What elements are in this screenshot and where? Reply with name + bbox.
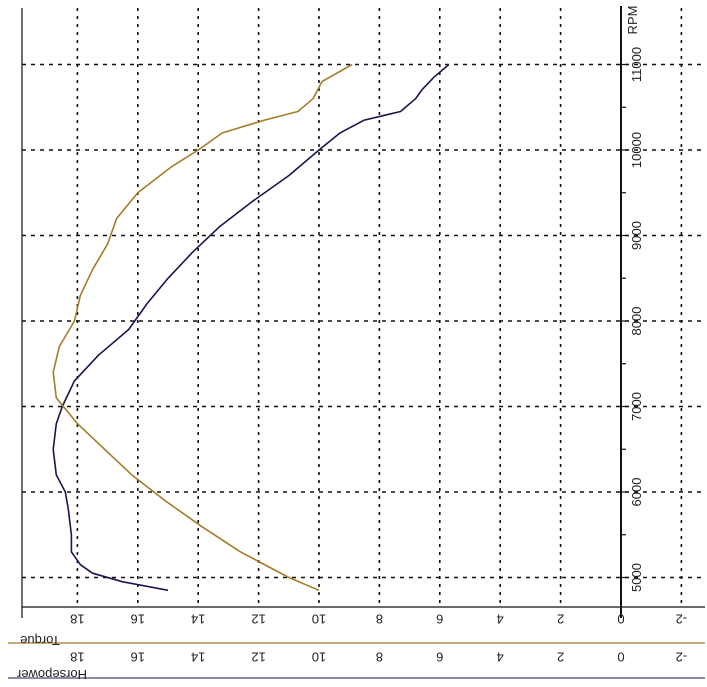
series-layer — [52, 63, 450, 592]
torque-tick-label: -2 — [676, 612, 688, 627]
rpm-tick-label-11000: 11000 — [629, 47, 644, 82]
horsepower-tick-label: 6 — [436, 650, 443, 665]
torque-tick-label: 6 — [436, 612, 443, 627]
rpm-tick-label-5000: 5000 — [629, 563, 644, 592]
y-axis-label-horsepower: Horsepower — [16, 667, 87, 682]
horsepower-tick-label: 10 — [312, 650, 326, 665]
torque-tick-label: 18 — [70, 612, 84, 627]
horsepower-tick-label: 14 — [191, 650, 205, 665]
rpm-tick-label-8000: 8000 — [629, 307, 644, 336]
horsepower-tick-label: 8 — [376, 650, 383, 665]
y-axis-label-torque: Torque — [20, 633, 60, 648]
axes — [8, 6, 705, 679]
rpm-tick-label-9000: 9000 — [629, 221, 644, 250]
x-axis-label-rpm: RPM — [625, 6, 640, 35]
grid-lines — [22, 8, 705, 607]
rpm-tick-label-10000: 10000 — [629, 132, 644, 168]
torque-tick-label: 10 — [312, 612, 326, 627]
tick-labels: 5000 6000 7000 8000 9000 10000 11000 18 16 14 12 10… — [70, 47, 687, 665]
horsepower-tick-label: 0 — [617, 650, 624, 665]
torque-tick-label: 4 — [497, 612, 504, 627]
torque-tick-label: 14 — [191, 612, 205, 627]
horsepower-tick-label: 18 — [70, 650, 84, 665]
torque-tick-label: 12 — [251, 612, 265, 627]
horsepower-tick-label: 4 — [497, 650, 504, 665]
horsepower-tick-label: 12 — [251, 650, 265, 665]
torque-tick-label: 8 — [376, 612, 383, 627]
horsepower-tick-label: 2 — [557, 650, 564, 665]
horsepower-tick-label: -2 — [676, 650, 688, 665]
torque-tick-label: 16 — [131, 612, 145, 627]
torque-tick-label: 2 — [557, 612, 564, 627]
torque-tick-label: 0 — [617, 612, 624, 627]
series-line-horsepower — [52, 63, 353, 592]
series-line-torque — [52, 63, 450, 592]
horsepower-tick-label: 16 — [131, 650, 145, 665]
rpm-tick-label-6000: 6000 — [629, 478, 644, 507]
rpm-tick-label-7000: 7000 — [629, 392, 644, 421]
axis-labels: RPM Torque Horsepower — [16, 6, 640, 682]
